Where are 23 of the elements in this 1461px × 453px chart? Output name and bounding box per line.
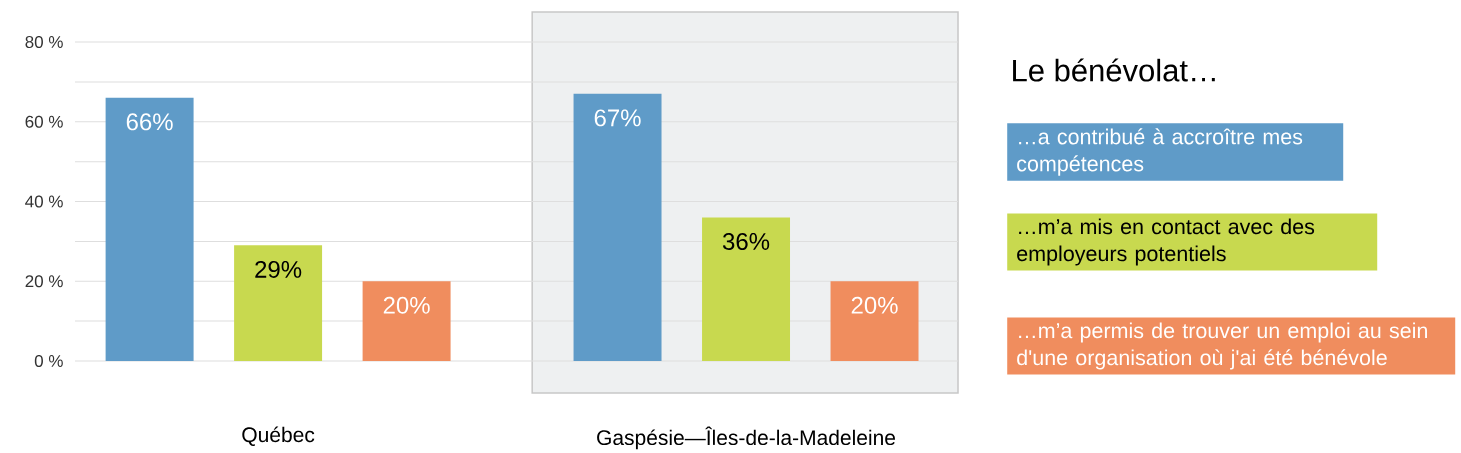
data-label: 36% <box>722 232 770 250</box>
bar <box>105 97 194 361</box>
data-label: 20% <box>383 296 430 314</box>
legend-title: Le bénévolat… <box>1013 58 1215 82</box>
y-tick-label: 60 % <box>25 115 63 128</box>
x-tick-label: Gaspésie—Îles-de-la-Madeleine <box>597 426 896 450</box>
bar <box>702 217 791 361</box>
y-tick-label: 20 % <box>25 275 63 288</box>
text: …m’a permis de trouver un emploi au sein d'une organisation où j'ai été bénévole <box>1017 322 1427 370</box>
data-label: 20% <box>851 296 898 314</box>
bar <box>362 281 451 361</box>
y-tick-label: 80 % <box>25 35 63 49</box>
text: …a contribué à accroître mes compétences <box>1017 128 1303 176</box>
bar <box>830 281 919 361</box>
y-tick-label: 0 % <box>34 354 63 368</box>
x-tick-label: Québec <box>242 426 315 446</box>
text: …m’a mis en contact avec des employeurs potentiels <box>1017 218 1315 266</box>
data-label: 66% <box>126 113 173 131</box>
bar <box>234 245 323 361</box>
y-tick-label: 40 % <box>25 195 63 208</box>
data-label: 67% <box>594 109 641 127</box>
bar <box>573 93 662 361</box>
data-label: 29% <box>255 260 302 278</box>
